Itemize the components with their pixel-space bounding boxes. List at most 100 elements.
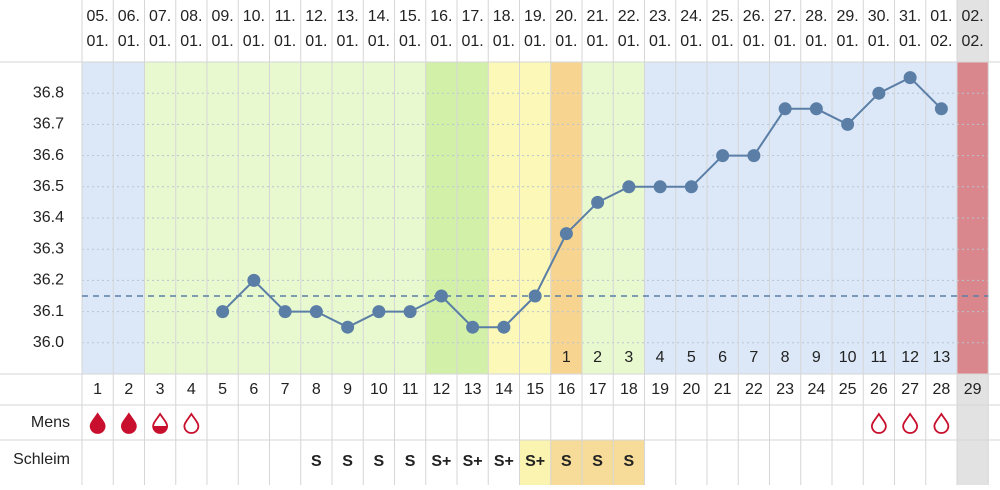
cycle-day: 9 <box>343 381 352 398</box>
schleim-value: S <box>311 453 322 470</box>
phase-cell <box>550 62 582 374</box>
header-cell <box>113 0 145 62</box>
date-day: 28. <box>805 8 827 25</box>
date-month: 01. <box>805 33 827 50</box>
temperature-point <box>841 117 855 131</box>
header-cell <box>863 0 895 62</box>
y-tick-label: 36.7 <box>33 116 64 133</box>
cycle-day: 27 <box>901 381 919 398</box>
cycle-day: 28 <box>932 381 950 398</box>
date-month: 01. <box>899 33 921 50</box>
mens-drop <box>870 412 887 434</box>
date-month: 02. <box>930 33 952 50</box>
cycle-day: 17 <box>589 381 607 398</box>
date-day: 16. <box>430 8 452 25</box>
date-day: 20. <box>555 8 577 25</box>
temperature-point <box>466 320 480 334</box>
schleim-value: S+ <box>431 453 451 470</box>
date-day: 02. <box>962 8 984 25</box>
temperature-point <box>934 102 948 116</box>
date-day: 13. <box>337 8 359 25</box>
phase-cell <box>144 62 176 374</box>
temperature-point <box>247 273 261 287</box>
date-day: 17. <box>462 8 484 25</box>
post-ovulation-day: 6 <box>718 349 727 366</box>
header-cell <box>519 0 551 62</box>
date-day: 12. <box>305 8 327 25</box>
date-day: 11. <box>275 8 296 25</box>
lower-cell <box>394 374 426 485</box>
post-ovulation-day: 11 <box>871 349 888 366</box>
header-cell <box>488 0 520 62</box>
temperature-point <box>684 180 698 194</box>
cycle-day: 26 <box>870 381 888 398</box>
temperature-point <box>434 289 448 303</box>
post-ovulation-day: 12 <box>901 349 919 366</box>
date-month: 01. <box>274 33 296 50</box>
header-cell <box>82 0 114 62</box>
header-cell <box>363 0 395 62</box>
header-cell <box>394 0 426 62</box>
mens-drop <box>183 412 200 434</box>
date-month: 01. <box>774 33 796 50</box>
y-tick-label: 36.4 <box>33 209 64 226</box>
y-tick-label: 36.3 <box>33 240 64 257</box>
cycle-day: 19 <box>651 381 669 398</box>
header-cell <box>894 0 926 62</box>
temperature-point <box>903 71 917 85</box>
cycle-day: 5 <box>218 381 227 398</box>
lower-cell <box>238 374 270 485</box>
temperature-point <box>528 289 542 303</box>
y-tick-label: 36.6 <box>33 147 64 164</box>
phase-cell <box>394 62 426 374</box>
y-tick-label: 36.0 <box>33 334 64 351</box>
header-cell <box>644 0 676 62</box>
header-cell <box>207 0 239 62</box>
mens-drop <box>933 412 950 434</box>
post-ovulation-day: 9 <box>812 349 821 366</box>
cycle-day: 2 <box>124 381 133 398</box>
lower-cell <box>675 374 707 485</box>
header-cell <box>457 0 489 62</box>
header-cell <box>238 0 270 62</box>
phase-cell <box>894 62 926 374</box>
lower-cell <box>363 374 395 485</box>
date-day: 29. <box>837 8 859 25</box>
cycle-day: 15 <box>526 381 544 398</box>
header-cell <box>832 0 864 62</box>
date-month: 01. <box>180 33 202 50</box>
date-month: 01. <box>555 33 577 50</box>
lower-cell <box>425 374 457 485</box>
post-ovulation-day: 1 <box>562 349 571 366</box>
temperature-point <box>809 102 823 116</box>
date-day: 19. <box>524 8 546 25</box>
cycle-day: 8 <box>312 381 321 398</box>
schleim-value: S <box>561 453 572 470</box>
post-ovulation-day: 3 <box>624 349 633 366</box>
cycle-day: 23 <box>776 381 794 398</box>
date-day: 08. <box>180 8 202 25</box>
header-cell <box>957 0 989 62</box>
schleim-value: S <box>592 453 603 470</box>
temperature-point <box>309 305 323 319</box>
cycle-day: 3 <box>156 381 165 398</box>
cycle-day: 24 <box>807 381 825 398</box>
mens-drop-fill <box>153 426 168 434</box>
cycle-day: 4 <box>187 381 196 398</box>
temperature-point <box>872 86 886 100</box>
lower-cell <box>300 374 332 485</box>
header-cell <box>707 0 739 62</box>
date-month: 01. <box>680 33 702 50</box>
lower-cell <box>769 374 801 485</box>
cycle-day: 16 <box>557 381 575 398</box>
date-day: 31. <box>899 8 921 25</box>
mens-drop <box>120 412 137 434</box>
cycle-day: 18 <box>620 381 638 398</box>
lower-cell <box>957 374 989 485</box>
post-ovulation-day: 10 <box>839 349 857 366</box>
date-month: 01. <box>649 33 671 50</box>
y-tick-label: 36.8 <box>33 84 64 101</box>
schleim-value: S <box>342 453 353 470</box>
cycle-day: 21 <box>714 381 732 398</box>
schleim-value: S+ <box>494 453 514 470</box>
